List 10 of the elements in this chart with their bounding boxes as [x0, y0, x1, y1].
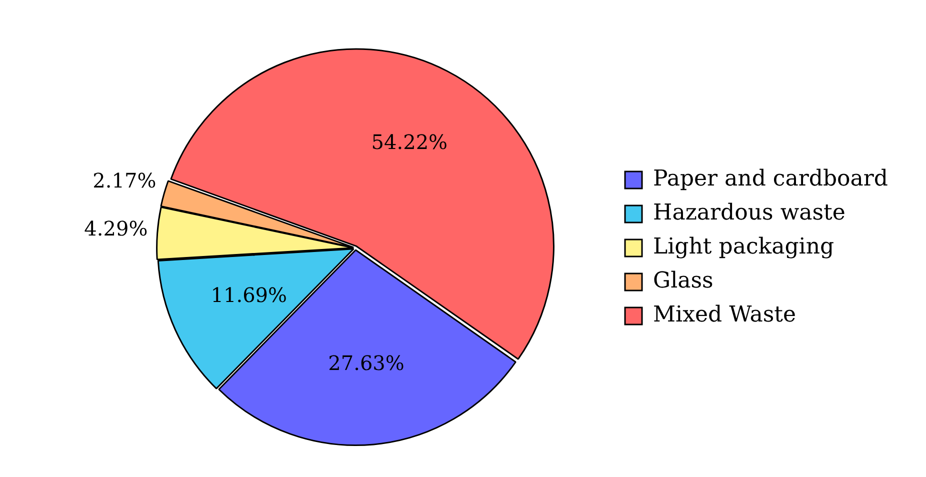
data-label: 4.29% [84, 216, 148, 240]
data-label: 54.22% [371, 130, 448, 154]
data-label: 27.63% [328, 350, 404, 375]
data-label: 2.17% [92, 168, 156, 192]
legend-label: Mixed Waste [653, 302, 796, 328]
legend-label: Light packaging [653, 234, 834, 260]
legend-label: Paper and cardboard [653, 166, 888, 192]
data-label: 11.69% [210, 282, 288, 307]
legend-label: Hazardous waste [653, 200, 846, 226]
legend-label: Glass [653, 268, 714, 294]
